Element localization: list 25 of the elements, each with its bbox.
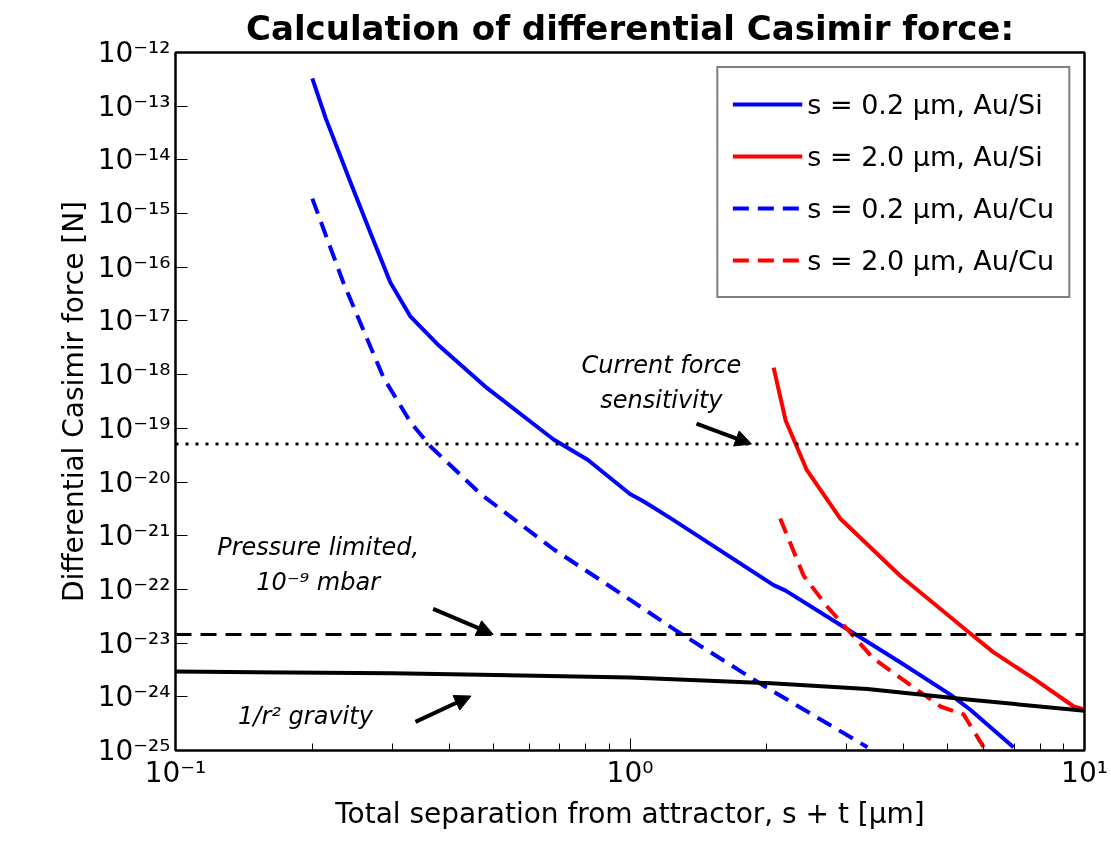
y-tick-label: 10⁻¹⁷ [97, 304, 171, 338]
annotation: Current force sensitivity [581, 350, 742, 414]
x-axis-title: Total separation from attractor, s + t [μm] [334, 796, 925, 830]
legend-label: s = 2.0 μm, Au/Cu [807, 243, 1054, 278]
y-tick-label: 10⁻²² [97, 572, 171, 606]
annotation: 1/r² gravity [238, 702, 374, 731]
y-tick-label: 10⁻²⁰ [97, 465, 171, 499]
y-tick-label: 10⁻¹⁵ [97, 197, 171, 231]
legend-label: s = 0.2 μm, Au/Cu [807, 191, 1054, 226]
y-tick-label: 10⁻²⁴ [97, 680, 171, 714]
y-tick-label: 10⁻²³ [97, 626, 171, 660]
y-tick-label: 10⁻¹⁹ [97, 411, 171, 445]
y-tick-label: 10⁻¹⁶ [97, 250, 171, 284]
legend-label: s = 0.2 μm, Au/Si [807, 87, 1043, 122]
y-tick-label: 10⁻²¹ [97, 519, 171, 553]
annotation: Pressure limited, 10⁻⁹ mbar [217, 532, 420, 596]
x-tick-label: 10⁰ [606, 755, 654, 789]
y-tick-label: 10⁻¹⁸ [97, 358, 171, 392]
legend-label: s = 2.0 μm, Au/Si [807, 139, 1043, 174]
y-tick-label: 10⁻¹⁴ [97, 143, 171, 177]
y-tick-label: 10⁻¹³ [97, 89, 171, 123]
chart-title: Calculation of differential Casimir force: [246, 7, 1014, 48]
y-axis-title: Differential Casimir force [N] [56, 200, 90, 603]
y-tick-label: 10⁻¹² [97, 36, 171, 69]
x-tick-label: 10¹ [1061, 755, 1108, 789]
